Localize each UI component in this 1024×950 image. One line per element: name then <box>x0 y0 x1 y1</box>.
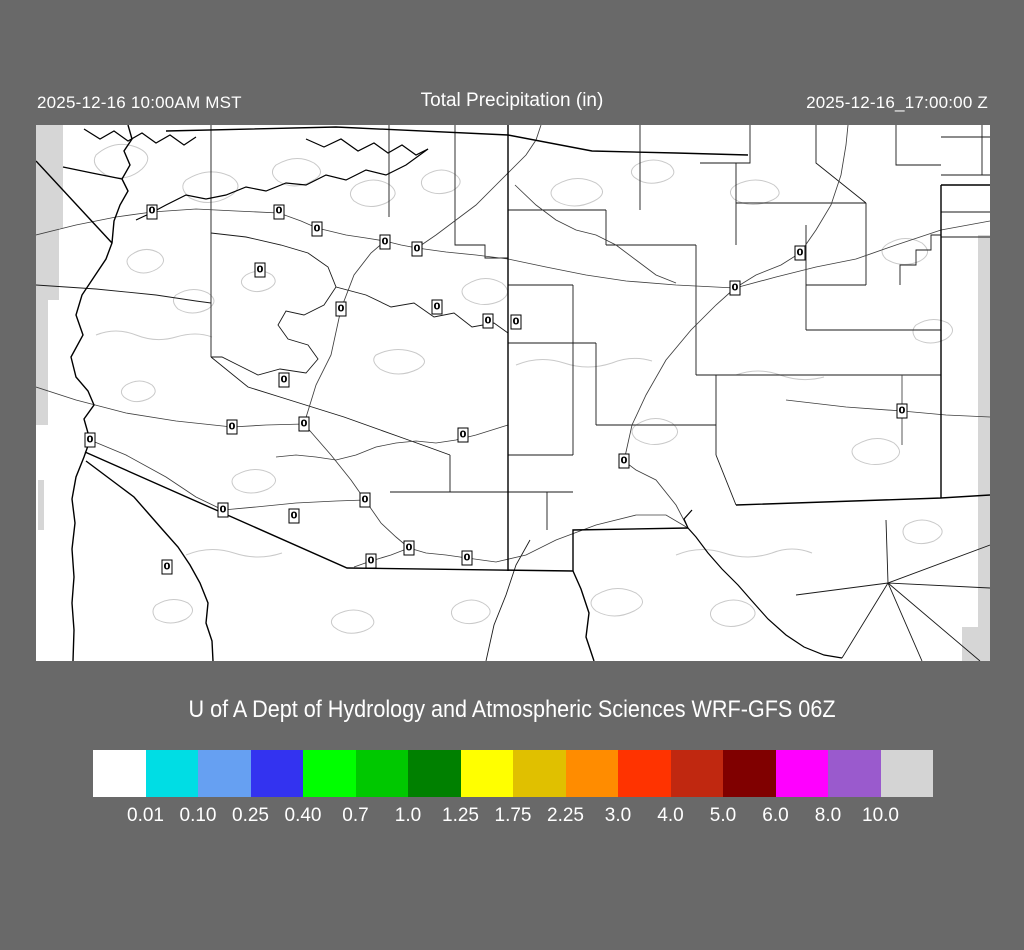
colorbar-tick-label: 0.01 <box>127 805 164 826</box>
colorbar-tick-label: 0.10 <box>179 805 217 826</box>
station-value-marker: 0 <box>359 492 371 508</box>
colorbar-cell <box>513 750 566 797</box>
station-value-marker: 0 <box>84 432 96 448</box>
colorbar-cell <box>145 750 198 797</box>
colorbar-cell <box>408 750 461 797</box>
colorbar-cell <box>618 750 671 797</box>
colorbar-tick-label: 5.0 <box>709 805 737 826</box>
station-value-marker: 0 <box>896 403 908 419</box>
station-value-marker: 0 <box>278 372 290 388</box>
colorbar-cell <box>670 750 723 797</box>
model-caption: U of A Dept of Hydrology and Atmospheric… <box>188 696 836 723</box>
valid-time-utc: 2025-12-16_17:00:00 Z <box>806 93 988 112</box>
colorbar-cell <box>460 750 513 797</box>
colorbar-tick-label: 3.0 <box>604 805 632 826</box>
colorbar-tick-label: 2.25 <box>547 805 584 826</box>
map-canvas <box>36 125 990 661</box>
colorbar-cell <box>723 750 776 797</box>
station-value-marker: 0 <box>365 553 377 569</box>
colorbar-tick-label: 0.7 <box>342 805 369 826</box>
station-value-marker: 0 <box>461 550 473 566</box>
station-value-marker: 0 <box>482 313 494 329</box>
colorbar-cell <box>775 750 828 797</box>
county-boundaries <box>36 125 990 661</box>
colorbar-tick-label: 0.40 <box>284 805 322 826</box>
station-value-marker: 0 <box>403 540 415 556</box>
state-boundaries <box>36 125 990 661</box>
domain-edge-mask-left-low <box>38 480 44 530</box>
colorbar <box>93 750 933 797</box>
station-value-marker: 0 <box>729 280 741 296</box>
station-value-marker: 0 <box>161 559 173 575</box>
station-value-marker: 0 <box>273 204 285 220</box>
station-value-marker: 0 <box>618 453 630 469</box>
colorbar-cell <box>880 750 933 797</box>
colorbar-cell <box>303 750 356 797</box>
station-value-marker: 0 <box>217 502 229 518</box>
colorbar-tick-label: 1.0 <box>394 805 422 826</box>
valid-time-local: 2025-12-16 10:00AM MST <box>37 93 242 112</box>
station-value-marker: 0 <box>794 245 806 261</box>
colorbar-cell <box>93 750 146 797</box>
station-value-marker: 0 <box>379 234 391 250</box>
station-value-marker: 0 <box>510 314 522 330</box>
colorbar-cell <box>198 750 251 797</box>
colorbar-tick-label: 10.0 <box>862 805 899 826</box>
station-value-marker: 0 <box>311 221 323 237</box>
station-value-marker: 0 <box>335 301 347 317</box>
station-value-marker: 0 <box>288 508 300 524</box>
colorbar-tick-label: 1.75 <box>494 805 532 826</box>
domain-edge-mask-right <box>962 235 990 661</box>
colorbar-cell <box>250 750 303 797</box>
colorbar-tick-label: 0.25 <box>232 805 269 826</box>
colorbar-tick-label: 1.25 <box>442 805 479 826</box>
colorbar-tick-label: 8.0 <box>814 805 842 826</box>
station-value-marker: 0 <box>226 419 238 435</box>
station-value-marker: 0 <box>457 427 469 443</box>
station-value-marker: 0 <box>298 416 310 432</box>
colorbar-tick-label: 4.0 <box>657 805 684 826</box>
terrain-contours <box>93 143 953 634</box>
colorbar-cell <box>828 750 881 797</box>
station-value-marker: 0 <box>431 299 443 315</box>
plot-title: Total Precipitation (in) <box>420 90 604 111</box>
colorbar-cell <box>355 750 408 797</box>
colorbar-cell <box>565 750 618 797</box>
station-value-marker: 0 <box>254 262 266 278</box>
station-value-marker: 0 <box>146 204 158 220</box>
colorbar-ticks: 0.01 0.10 0.25 0.40 0.7 1.0 1.25 1.75 2.25 3.0 4.0… <box>93 805 933 831</box>
station-value-marker: 0 <box>411 241 423 257</box>
colorbar-tick-label: 6.0 <box>762 805 789 826</box>
domain-edge-mask-left <box>36 125 63 425</box>
